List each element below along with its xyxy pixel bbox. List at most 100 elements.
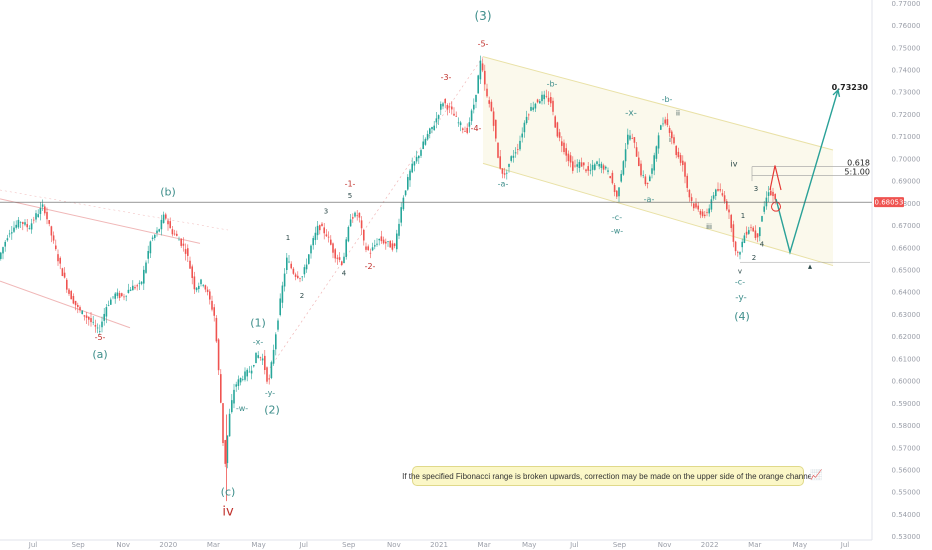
fib-level-label-1: 5:1.00	[844, 168, 870, 177]
candle	[712, 192, 715, 201]
candle	[209, 289, 211, 305]
candle	[662, 117, 664, 127]
candle	[22, 221, 24, 231]
time-axis[interactable]: Jul Sep Nov 2020 Mar May Jul Sep Nov 2021 Mar May Ju…	[0, 539, 872, 549]
wave-label-5: 5	[348, 192, 352, 200]
candle	[338, 252, 341, 263]
candle	[572, 156, 574, 174]
candle	[638, 151, 640, 167]
price-axis[interactable]: 0.77000 0.76000 0.75000 0.74000 0.73000 0.720…	[0, 0, 920, 541]
price-tick-18: 0.59000	[892, 400, 921, 408]
candle	[506, 169, 508, 180]
date-tick-8: Nov	[387, 541, 401, 549]
date-tick-4: Mar	[207, 541, 220, 549]
candle	[543, 90, 545, 105]
candle	[264, 350, 266, 375]
candle	[519, 135, 521, 152]
wave-label-27: -b-	[662, 95, 673, 104]
candle	[671, 129, 673, 145]
candle	[231, 393, 233, 414]
candle	[468, 117, 471, 133]
candle	[37, 209, 39, 218]
candle	[343, 252, 345, 264]
candle	[244, 367, 246, 382]
candle	[728, 204, 730, 219]
candle	[310, 244, 312, 259]
candle	[609, 175, 611, 179]
price-tick-14: 0.63000	[892, 311, 921, 319]
candle	[611, 170, 614, 185]
wave-label-21: -b-	[547, 80, 558, 89]
candle	[162, 211, 165, 224]
candle	[270, 360, 273, 380]
wave-label-16: (c)	[221, 486, 236, 499]
candle	[26, 219, 28, 232]
price-tick-22: 0.55000	[892, 489, 921, 497]
candle	[112, 296, 114, 300]
wave-label-15: (2)	[264, 403, 280, 416]
candle	[664, 116, 666, 126]
candle	[651, 164, 653, 179]
candle	[569, 152, 572, 168]
candle	[187, 244, 189, 262]
candle	[202, 284, 204, 288]
candle	[675, 145, 677, 159]
candle	[666, 113, 669, 128]
candle	[169, 217, 171, 229]
candle	[580, 157, 583, 167]
candle	[363, 228, 365, 246]
candle	[704, 210, 706, 219]
candle	[429, 127, 431, 139]
candle	[35, 210, 37, 223]
candle	[418, 155, 420, 165]
candle	[323, 223, 325, 240]
candle	[257, 351, 259, 359]
candle	[517, 143, 519, 155]
candle	[380, 230, 383, 244]
candle	[464, 126, 466, 132]
candle	[332, 242, 334, 259]
candle	[334, 247, 336, 263]
wave-label-1: -5-	[478, 40, 489, 49]
date-tick-16: Mar	[748, 541, 761, 549]
candle	[127, 283, 130, 294]
fib-level-label-0: 0.618	[847, 159, 870, 168]
candle	[622, 160, 625, 176]
candle	[545, 89, 548, 99]
price-tick-1: 0.76000	[892, 22, 921, 30]
candle	[261, 353, 264, 366]
candle	[732, 220, 735, 248]
candle	[640, 160, 642, 178]
price-tick-15: 0.62000	[892, 333, 921, 341]
candle	[292, 267, 295, 275]
candle	[206, 286, 209, 296]
candle	[33, 216, 35, 224]
candle	[173, 229, 176, 236]
candle	[195, 286, 198, 293]
candle	[574, 159, 576, 168]
candle	[618, 187, 620, 203]
candle	[512, 149, 515, 163]
date-tick-5: May	[251, 541, 265, 549]
orange-channel-fill	[483, 56, 833, 266]
candle	[70, 289, 72, 300]
wave-label-7: 4	[342, 270, 347, 278]
candle	[228, 408, 231, 437]
candle	[462, 127, 464, 134]
candle	[321, 221, 323, 227]
candle	[110, 297, 112, 305]
candle	[459, 120, 462, 132]
candle	[484, 64, 486, 91]
candle	[154, 234, 156, 241]
candle	[44, 204, 46, 216]
candle	[657, 132, 660, 154]
candle	[761, 215, 763, 222]
wave-label-31: iv	[731, 160, 738, 169]
wave-label-39: (4)	[734, 310, 750, 323]
candle	[616, 190, 618, 199]
candle	[303, 264, 306, 278]
candle	[442, 101, 444, 110]
candle	[539, 98, 541, 104]
wave-label-2: -3-	[441, 73, 452, 82]
